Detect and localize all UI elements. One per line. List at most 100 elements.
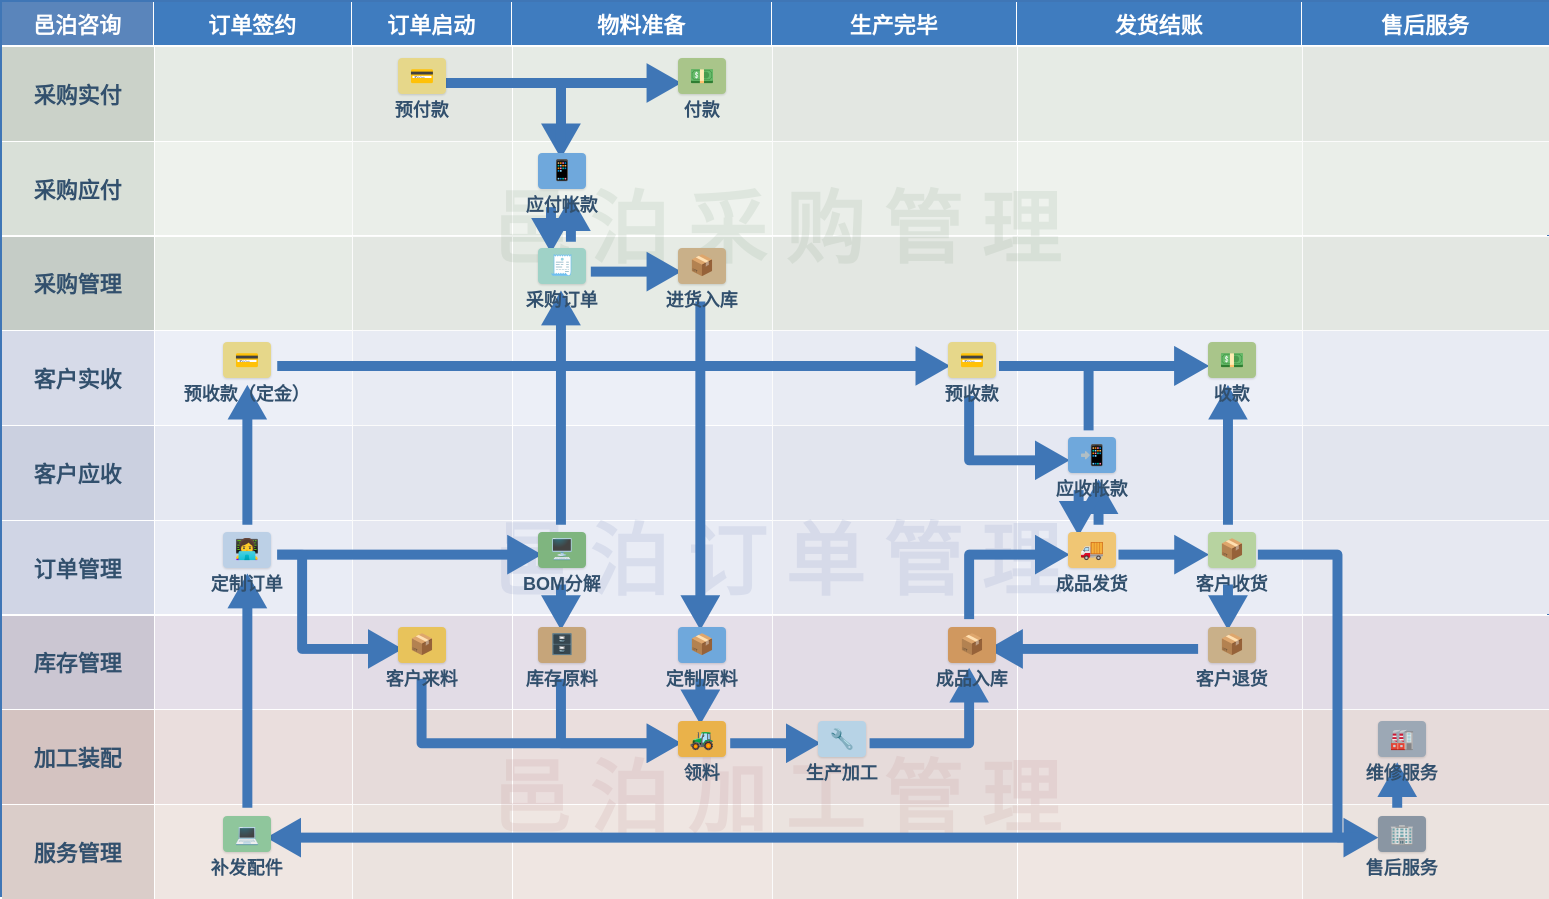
body-cell-r4-c4 xyxy=(772,425,1017,520)
body-cell-r6-c1 xyxy=(154,615,352,710)
body-cell-r4-c3 xyxy=(512,425,772,520)
node-ship-icon: 🚚 xyxy=(1068,532,1116,568)
node-pick-glyph: 🚜 xyxy=(690,727,715,752)
node-produce-label: 生产加工 xyxy=(806,759,878,785)
node-receipt: 💵 收款 xyxy=(1208,342,1256,406)
node-cust_material-label: 客户来料 xyxy=(386,665,458,691)
col-header-label-2: 订单启动 xyxy=(387,8,475,40)
col-header-label-6: 售后服务 xyxy=(1381,8,1469,40)
node-dep_cust-label: 预收款（定金） xyxy=(184,380,310,406)
node-cust_return-glyph: 📦 xyxy=(1220,632,1245,657)
node-cust_return: 📦客户退货 xyxy=(1196,627,1268,691)
node-custom_order-label: 定制订单 xyxy=(211,570,283,596)
row-header-label-2: 采购管理 xyxy=(34,267,122,299)
row-header-4: 客户应收 xyxy=(2,425,154,520)
node-receipt-glyph: 💵 xyxy=(1220,348,1245,373)
node-dep_cust-icon: 💳 xyxy=(223,342,271,378)
col-header-label-4: 生产完毕 xyxy=(850,8,938,40)
body-cell-r7-c2 xyxy=(352,709,512,804)
node-resend-icon: 💻 xyxy=(223,816,271,852)
node-cust_receive: 📦 客户收货 xyxy=(1196,532,1268,596)
body-cell-r0-c6 xyxy=(1302,46,1549,141)
col-header-label-5: 发货结账 xyxy=(1115,8,1203,40)
body-cell-r6-c6 xyxy=(1302,615,1549,710)
node-produce-glyph: 🔧 xyxy=(830,727,855,752)
col-header-label-3: 物料准备 xyxy=(597,8,685,40)
node-ship-glyph: 🚚 xyxy=(1080,537,1105,562)
node-after_sales-label: 售后服务 xyxy=(1366,854,1438,880)
body-cell-r2-c4 xyxy=(772,236,1017,331)
node-prepay_purchase: 💳 预付款 xyxy=(395,58,449,122)
row-header-label-0: 采购实付 xyxy=(34,78,122,110)
row-header-6: 库存管理 xyxy=(2,615,154,710)
node-po: 🧾采购订单 xyxy=(526,248,598,312)
col-header-6: 售后服务 xyxy=(1302,2,1549,46)
process-diagram: 邑泊咨询订单签约订单启动物料准备生产完毕发货结账售后服务采购实付采购应付采购管理… xyxy=(0,0,1549,897)
node-po-label: 采购订单 xyxy=(526,286,598,312)
row-header-label-3: 客户实收 xyxy=(34,362,122,394)
col-header-3: 物料准备 xyxy=(512,2,772,46)
body-cell-r4-c6 xyxy=(1302,425,1549,520)
body-cell-r1-c6 xyxy=(1302,141,1549,236)
body-cell-r1-c5 xyxy=(1017,141,1302,236)
node-fg_in: 📦 成品入库 xyxy=(936,627,1008,691)
body-cell-r8-c5 xyxy=(1017,804,1302,899)
col-header-1: 订单签约 xyxy=(154,2,352,46)
row-header-5: 订单管理 xyxy=(2,520,154,615)
node-fg_in-glyph: 📦 xyxy=(960,632,985,657)
node-repair: 🏭维修服务 xyxy=(1366,721,1438,785)
col-header-5: 发货结账 xyxy=(1017,2,1302,46)
node-bom-glyph: 🖥️ xyxy=(550,537,575,562)
node-prepay_purchase-icon: 💳 xyxy=(398,58,446,94)
node-resend-label: 补发配件 xyxy=(211,854,283,880)
node-prepay_purchase-label: 预付款 xyxy=(395,96,449,122)
node-pay_purchase-glyph: 💵 xyxy=(690,64,715,89)
node-receipt-icon: 💵 xyxy=(1208,342,1256,378)
node-stock_raw-label: 库存原料 xyxy=(526,665,598,691)
body-cell-r5-c4 xyxy=(772,520,1017,615)
row-header-label-8: 服务管理 xyxy=(34,836,122,868)
body-cell-r0-c3 xyxy=(512,46,772,141)
body-cell-r8-c2 xyxy=(352,804,512,899)
node-adv_cust-glyph: 💳 xyxy=(960,348,985,373)
node-fg_in-label: 成品入库 xyxy=(936,665,1008,691)
node-cust_material-icon: 📦 xyxy=(398,627,446,663)
node-po-icon: 🧾 xyxy=(538,248,586,284)
col-header-4: 生产完毕 xyxy=(772,2,1017,46)
node-ar: 📲应收帐款 xyxy=(1056,437,1128,501)
node-custom_order-glyph: 👩‍💻 xyxy=(235,537,260,562)
node-cust_receive-label: 客户收货 xyxy=(1196,570,1268,596)
body-cell-r1-c4 xyxy=(772,141,1017,236)
node-adv_cust: 💳 预收款 xyxy=(945,342,999,406)
row-header-8: 服务管理 xyxy=(2,804,154,899)
body-cell-r2-c6 xyxy=(1302,236,1549,331)
body-cell-r2-c2 xyxy=(352,236,512,331)
node-dep_cust-glyph: 💳 xyxy=(235,348,260,373)
body-cell-r8-c4 xyxy=(772,804,1017,899)
row-header-3: 客户实收 xyxy=(2,330,154,425)
node-cust_receive-glyph: 📦 xyxy=(1220,537,1245,562)
node-custom_raw: 📦定制原料 xyxy=(666,627,738,691)
body-cell-r7-c3 xyxy=(512,709,772,804)
node-ar-label: 应收帐款 xyxy=(1056,475,1128,501)
node-ap-label: 应付帐款 xyxy=(526,191,598,217)
body-cell-r1-c1 xyxy=(154,141,352,236)
node-bom: 🖥️ BOM分解 xyxy=(523,532,601,596)
node-bom-label: BOM分解 xyxy=(523,570,601,596)
node-pay_purchase-icon: 💵 xyxy=(678,58,726,94)
body-cell-r2-c1 xyxy=(154,236,352,331)
body-cell-r0-c1 xyxy=(154,46,352,141)
body-cell-r7-c5 xyxy=(1017,709,1302,804)
node-receipt-label: 收款 xyxy=(1214,380,1250,406)
node-pay_purchase-label: 付款 xyxy=(684,96,720,122)
node-prepay_purchase-glyph: 💳 xyxy=(410,64,435,89)
node-goods_in: 📦进货入库 xyxy=(666,248,738,312)
node-pay_purchase: 💵 付款 xyxy=(678,58,726,122)
row-header-label-4: 客户应收 xyxy=(34,457,122,489)
col-header-label-1: 订单签约 xyxy=(208,8,296,40)
body-cell-r4-c2 xyxy=(352,425,512,520)
body-cell-r2-c5 xyxy=(1017,236,1302,331)
node-adv_cust-label: 预收款 xyxy=(945,380,999,406)
node-resend-glyph: 💻 xyxy=(235,822,260,847)
node-produce: 🔧 生产加工 xyxy=(806,721,878,785)
